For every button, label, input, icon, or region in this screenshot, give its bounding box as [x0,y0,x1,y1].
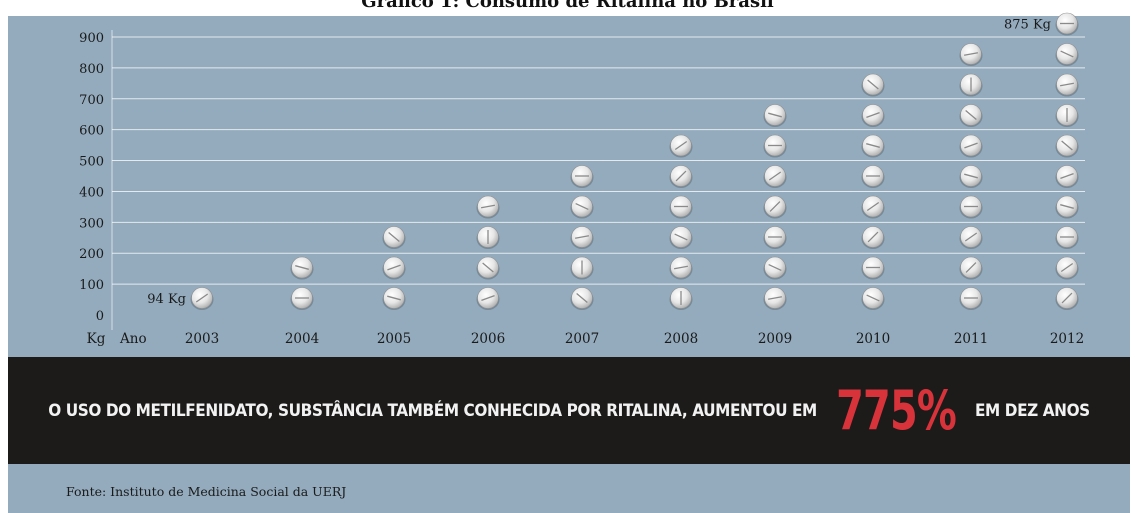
pill-mark [290,287,314,310]
pill-mark [861,195,885,219]
chart-title: Gráfico 1: Consumo de Ritalina no Brasil [361,0,774,12]
pill-mark [570,165,594,188]
pill-mark [570,226,594,249]
pill-mark [290,256,314,280]
pill-mark [382,287,406,310]
pill-mark [861,73,885,97]
pill-mark [959,104,983,127]
pill-mark [959,73,983,97]
pill-mark [669,256,693,280]
x-tick-label: 2008 [664,331,698,347]
x-tick-label: 2010 [856,331,890,347]
y-tick-label: 200 [79,247,104,262]
pill-mark [763,226,787,249]
pill-mark [669,165,693,188]
pill-mark [861,104,885,127]
headline-percent: 775% [836,379,957,442]
pill-mark [190,287,214,310]
pill-mark [959,165,983,188]
x-tick-label: 2012 [1050,331,1084,347]
y-tick-label: 900 [79,31,104,46]
pill-mark [669,134,693,158]
pill-mark [861,226,885,249]
pill-mark [570,195,594,219]
y-tick-label: 0 [96,309,104,324]
pill-mark [1055,287,1079,310]
pill-mark [1055,195,1079,219]
pill-mark [763,104,787,127]
y-tick-label: 400 [79,185,104,200]
headline-text-start: O USO DO METILFENIDATO, SUBSTÂNCIA TAMBÉ… [48,400,817,421]
pill-mark [1055,165,1079,188]
data-label: 94 Kg [147,292,186,307]
x-tick-label: 2006 [471,331,505,347]
pill-mark [1055,134,1079,158]
pill-mark [1055,256,1079,280]
pill-mark [861,165,885,188]
pill-mark [476,256,500,280]
pill-mark [763,134,787,158]
pill-mark [959,134,983,158]
pill-mark [959,256,983,280]
pill-mark [959,287,983,310]
pill-mark [570,287,594,310]
pill-mark [669,226,693,249]
pill-mark [1055,104,1079,127]
headline-band [8,357,1130,464]
headline: O USO DO METILFENIDATO, SUBSTÂNCIA TAMBÉ… [8,357,1130,464]
pill-mark [476,287,500,310]
pill-mark [476,195,500,219]
source-note: Fonte: Instituto de Medicina Social da U… [66,484,347,499]
pill-mark [1055,73,1079,97]
pill-mark [763,287,787,310]
pill-mark [669,195,693,219]
x-tick-label: 2004 [285,331,319,347]
x-axis-label: Ano [119,331,147,347]
x-tick-label: 2005 [377,331,411,347]
pill-mark [1055,12,1079,36]
pill-mark [861,287,885,310]
pill-mark [763,195,787,219]
pill-mark [959,43,983,66]
y-axis-unit-label: Kg [87,331,106,347]
pill-mark [1055,43,1079,66]
pill-mark [959,226,983,249]
x-tick-label: 2007 [565,331,599,347]
pill-mark [861,256,885,280]
pill-mark [476,226,500,249]
pill-mark [763,256,787,280]
y-tick-label: 700 [79,93,104,108]
pill-mark [1055,226,1079,249]
pill-mark [570,256,594,280]
data-label: 875 Kg [1004,18,1051,33]
pill-mark [382,256,406,280]
y-tick-label: 100 [79,278,104,293]
y-tick-label: 600 [79,124,104,139]
y-tick-label: 300 [79,216,104,231]
headline-text-end: EM DEZ ANOS [974,400,1090,421]
x-tick-label: 2003 [185,331,219,347]
pill-mark [861,134,885,158]
pill-mark [763,165,787,188]
y-tick-label: 500 [79,155,104,170]
y-tick-label: 800 [79,62,104,77]
x-tick-label: 2011 [954,331,988,347]
pill-mark [382,226,406,249]
x-tick-label: 2009 [758,331,792,347]
pill-mark [959,195,983,219]
pill-mark [669,287,693,310]
